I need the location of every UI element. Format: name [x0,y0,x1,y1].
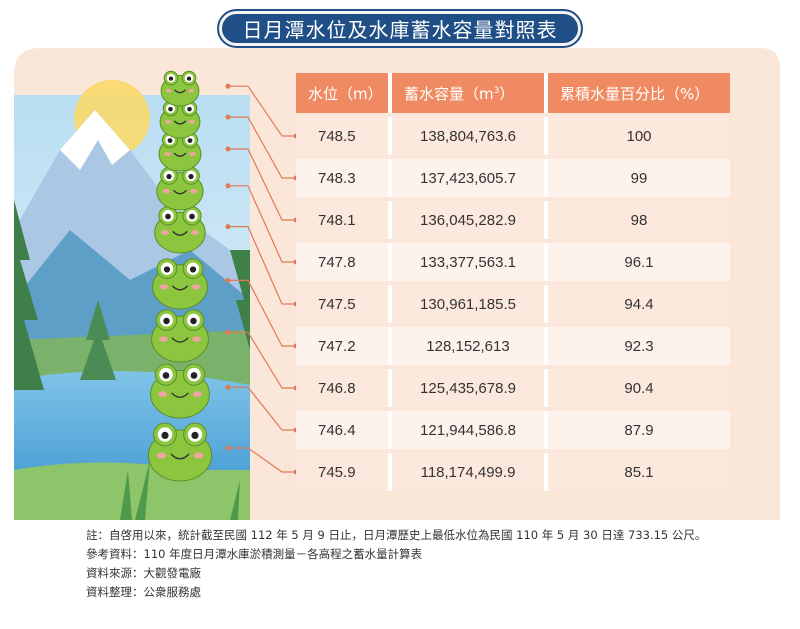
table-header-row: 水位（m） 蓄水容量（m3） 累積水量百分比（%） [296,73,730,113]
chart-title: 日月潭水位及水庫蓄水容量對照表 [219,11,581,46]
pine-tree [80,300,116,380]
frog-icon [148,422,212,482]
connector-line [228,148,296,221]
cell-capacity: 133,377,563.1 [388,243,544,281]
capacity-table: 水位（m） 蓄水容量（m3） 累積水量百分比（%） 748.5 138,804,7… [296,69,730,495]
frog-icon [160,70,200,107]
cell-capacity: 138,804,763.6 [388,117,544,155]
connector-line [228,185,296,263]
connector-line [228,226,296,305]
connector-line [228,386,296,431]
col-header-level: 水位（m） [296,73,388,113]
note-line: 註：自啓用以來，統計截至民國 112 年 5 月 9 日止，日月潭歷史上最低水位… [86,528,707,542]
cell-percent: 99 [544,159,730,197]
cell-level: 748.3 [296,159,388,197]
note-line: 資料整理：公衆服務處 [86,585,201,599]
cell-capacity: 136,045,282.9 [388,201,544,239]
frog-stack [148,70,212,482]
col-header-percent: 累積水量百分比（%） [544,73,730,113]
table-row: 747.5 130,961,185.5 94.4 [296,285,730,323]
cell-level: 745.9 [296,453,388,491]
cell-percent: 87.9 [544,411,730,449]
cell-percent: 94.4 [544,285,730,323]
cell-percent: 100 [544,117,730,155]
cell-level: 746.8 [296,369,388,407]
table-row: 747.8 133,377,563.1 96.1 [296,243,730,281]
frog-icon [152,258,208,310]
cell-capacity: 125,435,678.9 [388,369,544,407]
cell-capacity: 118,174,499.9 [388,453,544,491]
table-row: 747.2 128,152,613 92.3 [296,327,730,365]
cell-level: 747.8 [296,243,388,281]
connector-line [228,85,296,137]
cell-capacity: 130,961,185.5 [388,285,544,323]
table-row: 748.3 137,423,605.7 99 [296,159,730,197]
cell-percent: 90.4 [544,369,730,407]
connector-lines [225,83,299,475]
note-line: 參考資料：110 年度日月潭水庫淤積測量－各高程之蓄水量計算表 [86,547,423,561]
cell-capacity: 137,423,605.7 [388,159,544,197]
connector-line [228,116,296,179]
connector-line [228,447,296,473]
pine-tree [14,200,44,390]
connector-line [228,279,296,347]
cell-level: 746.4 [296,411,388,449]
col-header-capacity-text: 蓄水容量（m [404,84,494,103]
frog-icon [150,363,210,419]
unit-superscript: 3 [493,85,500,96]
cell-percent: 96.1 [544,243,730,281]
cell-capacity: 128,152,613 [388,327,544,365]
cell-percent: 85.1 [544,453,730,491]
col-header-capacity-close: ） [499,84,515,103]
frog-icon [158,131,202,172]
cell-level: 747.5 [296,285,388,323]
table-row: 746.8 125,435,678.9 90.4 [296,369,730,407]
cell-level: 748.5 [296,117,388,155]
frog-icon [154,206,206,254]
cell-capacity: 121,944,586.8 [388,411,544,449]
cell-percent: 98 [544,201,730,239]
frog-icon [159,100,201,139]
footnotes: 註：自啓用以來，統計截至民國 112 年 5 月 9 日止，日月潭歷史上最低水位… [86,526,706,602]
cell-level: 748.1 [296,201,388,239]
connector-line [228,331,296,389]
note-line: 資料來源：大觀發電廠 [86,566,201,580]
landscape-scene [14,80,250,520]
cell-level: 747.2 [296,327,388,365]
cell-percent: 92.3 [544,327,730,365]
frog-icon [151,309,209,363]
table-row: 745.9 118,174,499.9 85.1 [296,453,730,491]
col-header-capacity: 蓄水容量（m3） [388,73,544,113]
table-row: 746.4 121,944,586.8 87.9 [296,411,730,449]
frog-icon [156,167,204,211]
table-row: 748.5 138,804,763.6 100 [296,117,730,155]
table-row: 748.1 136,045,282.9 98 [296,201,730,239]
